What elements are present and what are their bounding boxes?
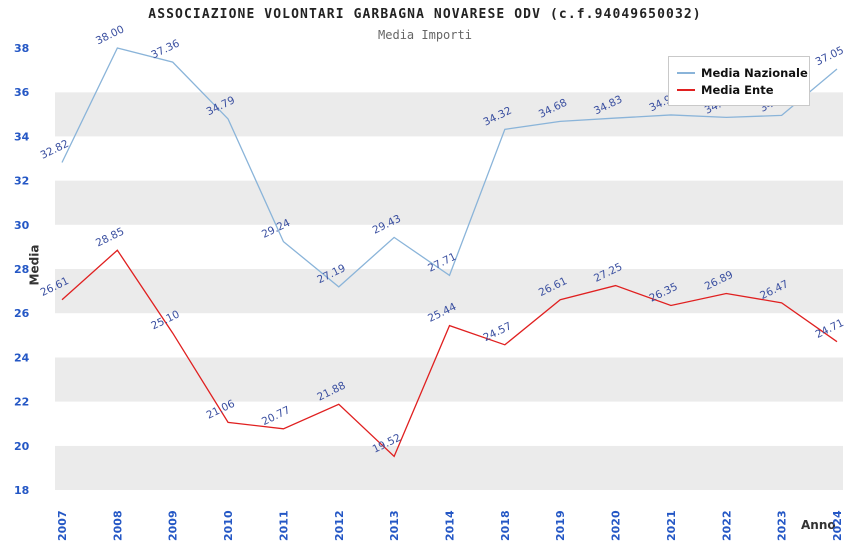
x-axis-title: Anno xyxy=(801,518,836,532)
legend-line-swatch-ente-icon xyxy=(677,88,695,91)
x-tick-label: 2008 xyxy=(111,510,124,541)
x-tick-label: 2010 xyxy=(222,510,235,541)
x-tick-label: 2007 xyxy=(56,510,69,541)
plot-band xyxy=(55,136,843,181)
series-line-media-nazionale xyxy=(61,47,838,288)
x-tick-label: 2011 xyxy=(277,510,290,541)
y-tick-label: 34 xyxy=(14,130,30,143)
y-tick-label: 38 xyxy=(14,42,29,55)
legend-item-media-nazionale: Media Nazionale xyxy=(677,64,808,81)
legend-label-media-nazionale: Media Nazionale xyxy=(701,65,808,80)
x-tick-label: 2024 xyxy=(831,510,844,541)
y-tick-label: 18 xyxy=(14,484,29,497)
plot-band xyxy=(55,357,843,402)
x-tick-label: 2023 xyxy=(776,510,789,541)
y-tick-label: 20 xyxy=(14,440,30,453)
legend: Media Nazionale Media Ente xyxy=(668,56,810,106)
y-tick-label: 36 xyxy=(14,86,30,99)
plot-band xyxy=(55,224,843,269)
x-tick-label: 2014 xyxy=(444,510,457,541)
legend-line-swatch-nazionale-icon xyxy=(677,71,695,74)
chart-title: ASSOCIAZIONE VOLONTARI GARBAGNA NOVARESE… xyxy=(148,7,702,22)
x-tick-label: 2013 xyxy=(388,510,401,541)
y-tick-label: 28 xyxy=(14,263,29,276)
y-tick-label: 30 xyxy=(14,219,30,232)
plot-band xyxy=(55,313,843,358)
x-tick-label: 2019 xyxy=(554,510,567,541)
plot-band xyxy=(55,445,843,490)
x-tick-label: 2012 xyxy=(333,510,346,541)
y-tick-label: 26 xyxy=(14,307,30,320)
x-tick-label: 2018 xyxy=(499,510,512,541)
data-label: 38.00 xyxy=(94,23,126,47)
plot-band xyxy=(55,180,843,225)
chart-subtitle: Media Importi xyxy=(378,28,472,42)
y-tick-label: 32 xyxy=(14,175,29,188)
plot-band xyxy=(55,269,843,314)
y-tick-label: 24 xyxy=(14,351,30,364)
series-line-media-ente xyxy=(61,249,838,458)
y-tick-label: 22 xyxy=(14,396,29,409)
x-tick-label: 2022 xyxy=(720,510,733,541)
legend-item-media-ente: Media Ente xyxy=(677,81,801,98)
x-tick-label: 2020 xyxy=(610,510,623,541)
x-tick-label: 2021 xyxy=(665,510,678,541)
plot-band xyxy=(55,401,843,446)
legend-label-media-ente: Media Ente xyxy=(701,82,774,97)
x-tick-label: 2009 xyxy=(167,510,180,541)
